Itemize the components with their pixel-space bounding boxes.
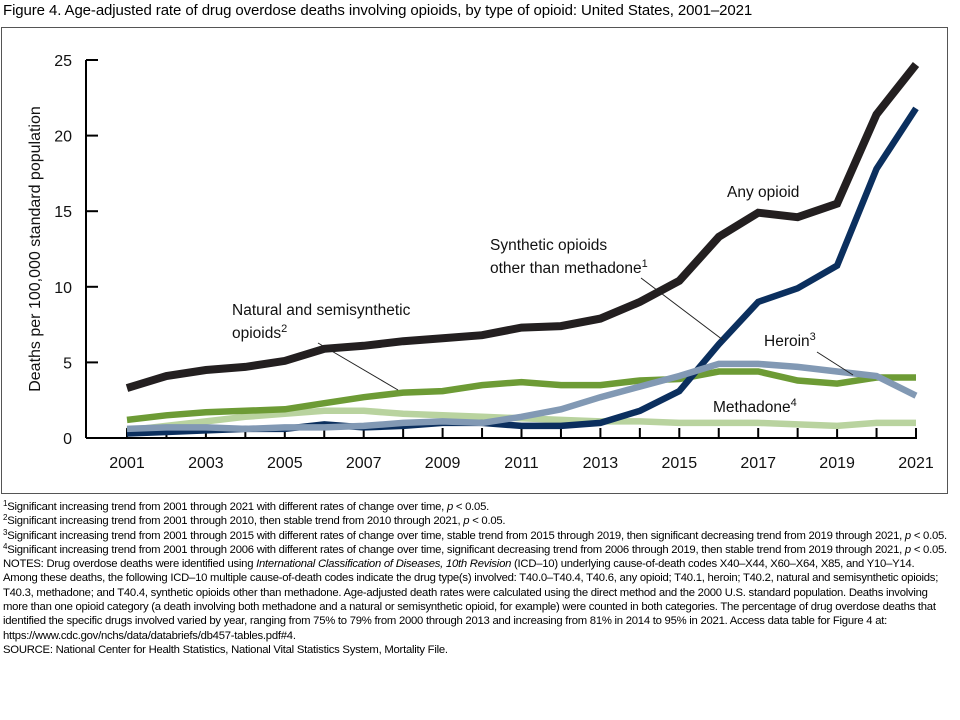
annotation-footnote-marker: 3 [810, 331, 816, 343]
footnote-p-symbol: p [463, 515, 470, 528]
annotation-natural: Natural and semisynthetic opioids2 [232, 302, 411, 391]
footnote-tail: < 0.05. [469, 515, 506, 528]
annotation-heroin: Heroin3 [764, 331, 854, 376]
series-annotations: Any opioid Synthetic opioids other than me… [232, 184, 854, 416]
x-tick-label: 2001 [109, 455, 145, 472]
y-tick-label: 0 [63, 431, 72, 448]
x-tick-label: 2019 [819, 455, 855, 472]
annotation-any: Any opioid [727, 184, 799, 201]
annotation-leader-line [640, 277, 724, 341]
annotation-footnote-marker: 4 [791, 397, 797, 409]
y-tick-label: 15 [54, 204, 72, 221]
x-tick-label: 2005 [267, 455, 303, 472]
x-tick-label: 2011 [504, 455, 539, 472]
x-tick-label: 2017 [740, 455, 776, 472]
axes: 0 5 10 15 20 25 2001 2003 2005 2007 2009 2011 2013 20… [54, 53, 934, 472]
series-line-any [125, 62, 920, 392]
annotation-text: Any opioid [727, 184, 799, 201]
notes-paragraph: NOTES: Drug overdose deaths were identif… [3, 557, 948, 643]
annotation-text: other than methadone1 [490, 258, 648, 277]
annotation-synthetic: Synthetic opioids other than methadone1 [490, 237, 724, 341]
y-tick-label: 5 [63, 355, 72, 372]
annotation-text: opioids2 [232, 323, 287, 342]
footnote-text: Significant increasing trend from 2001 t… [7, 543, 905, 556]
footnote-marker: 3 [3, 527, 8, 537]
x-tick-label: 2015 [662, 455, 698, 472]
series-line-natural [126, 368, 916, 424]
footnote-tail: < 0.05. [910, 529, 947, 542]
series-lines [125, 62, 920, 437]
y-tick-label: 10 [54, 280, 72, 297]
line-chart: 0 5 10 15 20 25 2001 2003 2005 2007 2009 2011 2013 20… [27, 53, 934, 472]
y-tick-label: 20 [54, 129, 72, 146]
x-tick-label: 2007 [346, 455, 382, 472]
annotation-text: Natural and semisynthetic [232, 302, 411, 319]
annotation-footnote-marker: 1 [642, 258, 648, 270]
source-line: SOURCE: National Center for Health Stati… [3, 643, 448, 656]
x-tick-label: 2013 [583, 455, 619, 472]
y-axis-label: Deaths per 100,000 standard population [27, 106, 44, 392]
footnote-p-symbol: p [904, 543, 911, 556]
footnote-marker: 1 [3, 499, 8, 508]
footnote-4: 4Significant increasing trend from 2001 … [3, 541, 948, 557]
x-tick-label: 2021 [898, 455, 934, 472]
annotation-line: Any opioid [727, 184, 799, 201]
footnote-text: Significant increasing trend from 2001 t… [7, 515, 464, 528]
annotation-text: Methadone4 [713, 397, 797, 416]
footnote-2: 2Significant increasing trend from 2001 … [3, 514, 948, 528]
notes-rest: (ICD–10) underlying cause-of-death codes… [3, 558, 939, 642]
series-line-heroin [126, 360, 918, 433]
figure-title: Figure 4. Age-adjusted rate of drug over… [3, 2, 753, 19]
footnote-1: 1Significant increasing trend from 2001 … [3, 500, 948, 514]
y-tick-label: 25 [54, 53, 72, 70]
footnote-text: Significant increasing trend from 2001 t… [7, 501, 447, 513]
annotation-methadone: Methadone4 [713, 397, 797, 416]
annotation-line: opioids [232, 325, 281, 342]
annotation-footnote-marker: 2 [281, 323, 287, 335]
annotation-line: Synthetic opioids [490, 237, 607, 254]
notes-lead: NOTES: Drug overdose deaths were identif… [3, 558, 257, 571]
annotation-line: Heroin [764, 333, 810, 350]
footnote-marker: 4 [3, 541, 8, 551]
annotation-leader-line [317, 342, 399, 391]
annotation-text: Synthetic opioids [490, 237, 607, 254]
footnotes: 1Significant increasing trend from 2001 … [3, 500, 948, 657]
annotation-line: Methadone [713, 399, 791, 416]
annotation-line: other than methadone [490, 260, 642, 277]
footnote-p-symbol: p [904, 529, 911, 542]
x-tick-label: 2009 [425, 455, 461, 472]
footnote-3: 3Significant increasing trend from 2001 … [3, 527, 948, 543]
x-tick-label: 2003 [188, 455, 224, 472]
footnote-marker: 2 [3, 513, 8, 523]
footnote-tail: < 0.05. [910, 543, 947, 556]
notes-italic: International Classification of Diseases… [256, 558, 512, 571]
footnote-tail: < 0.05. [452, 501, 489, 513]
chart-frame [1, 27, 948, 494]
annotation-leader-line [816, 351, 854, 376]
footnote-p-symbol: p [446, 501, 453, 513]
annotation-line: Natural and semisynthetic [232, 302, 411, 319]
annotation-text: Heroin3 [764, 331, 816, 350]
footnote-text: Significant increasing trend from 2001 t… [7, 529, 905, 542]
footnote-list: 1Significant increasing trend from 2001 … [3, 500, 948, 557]
